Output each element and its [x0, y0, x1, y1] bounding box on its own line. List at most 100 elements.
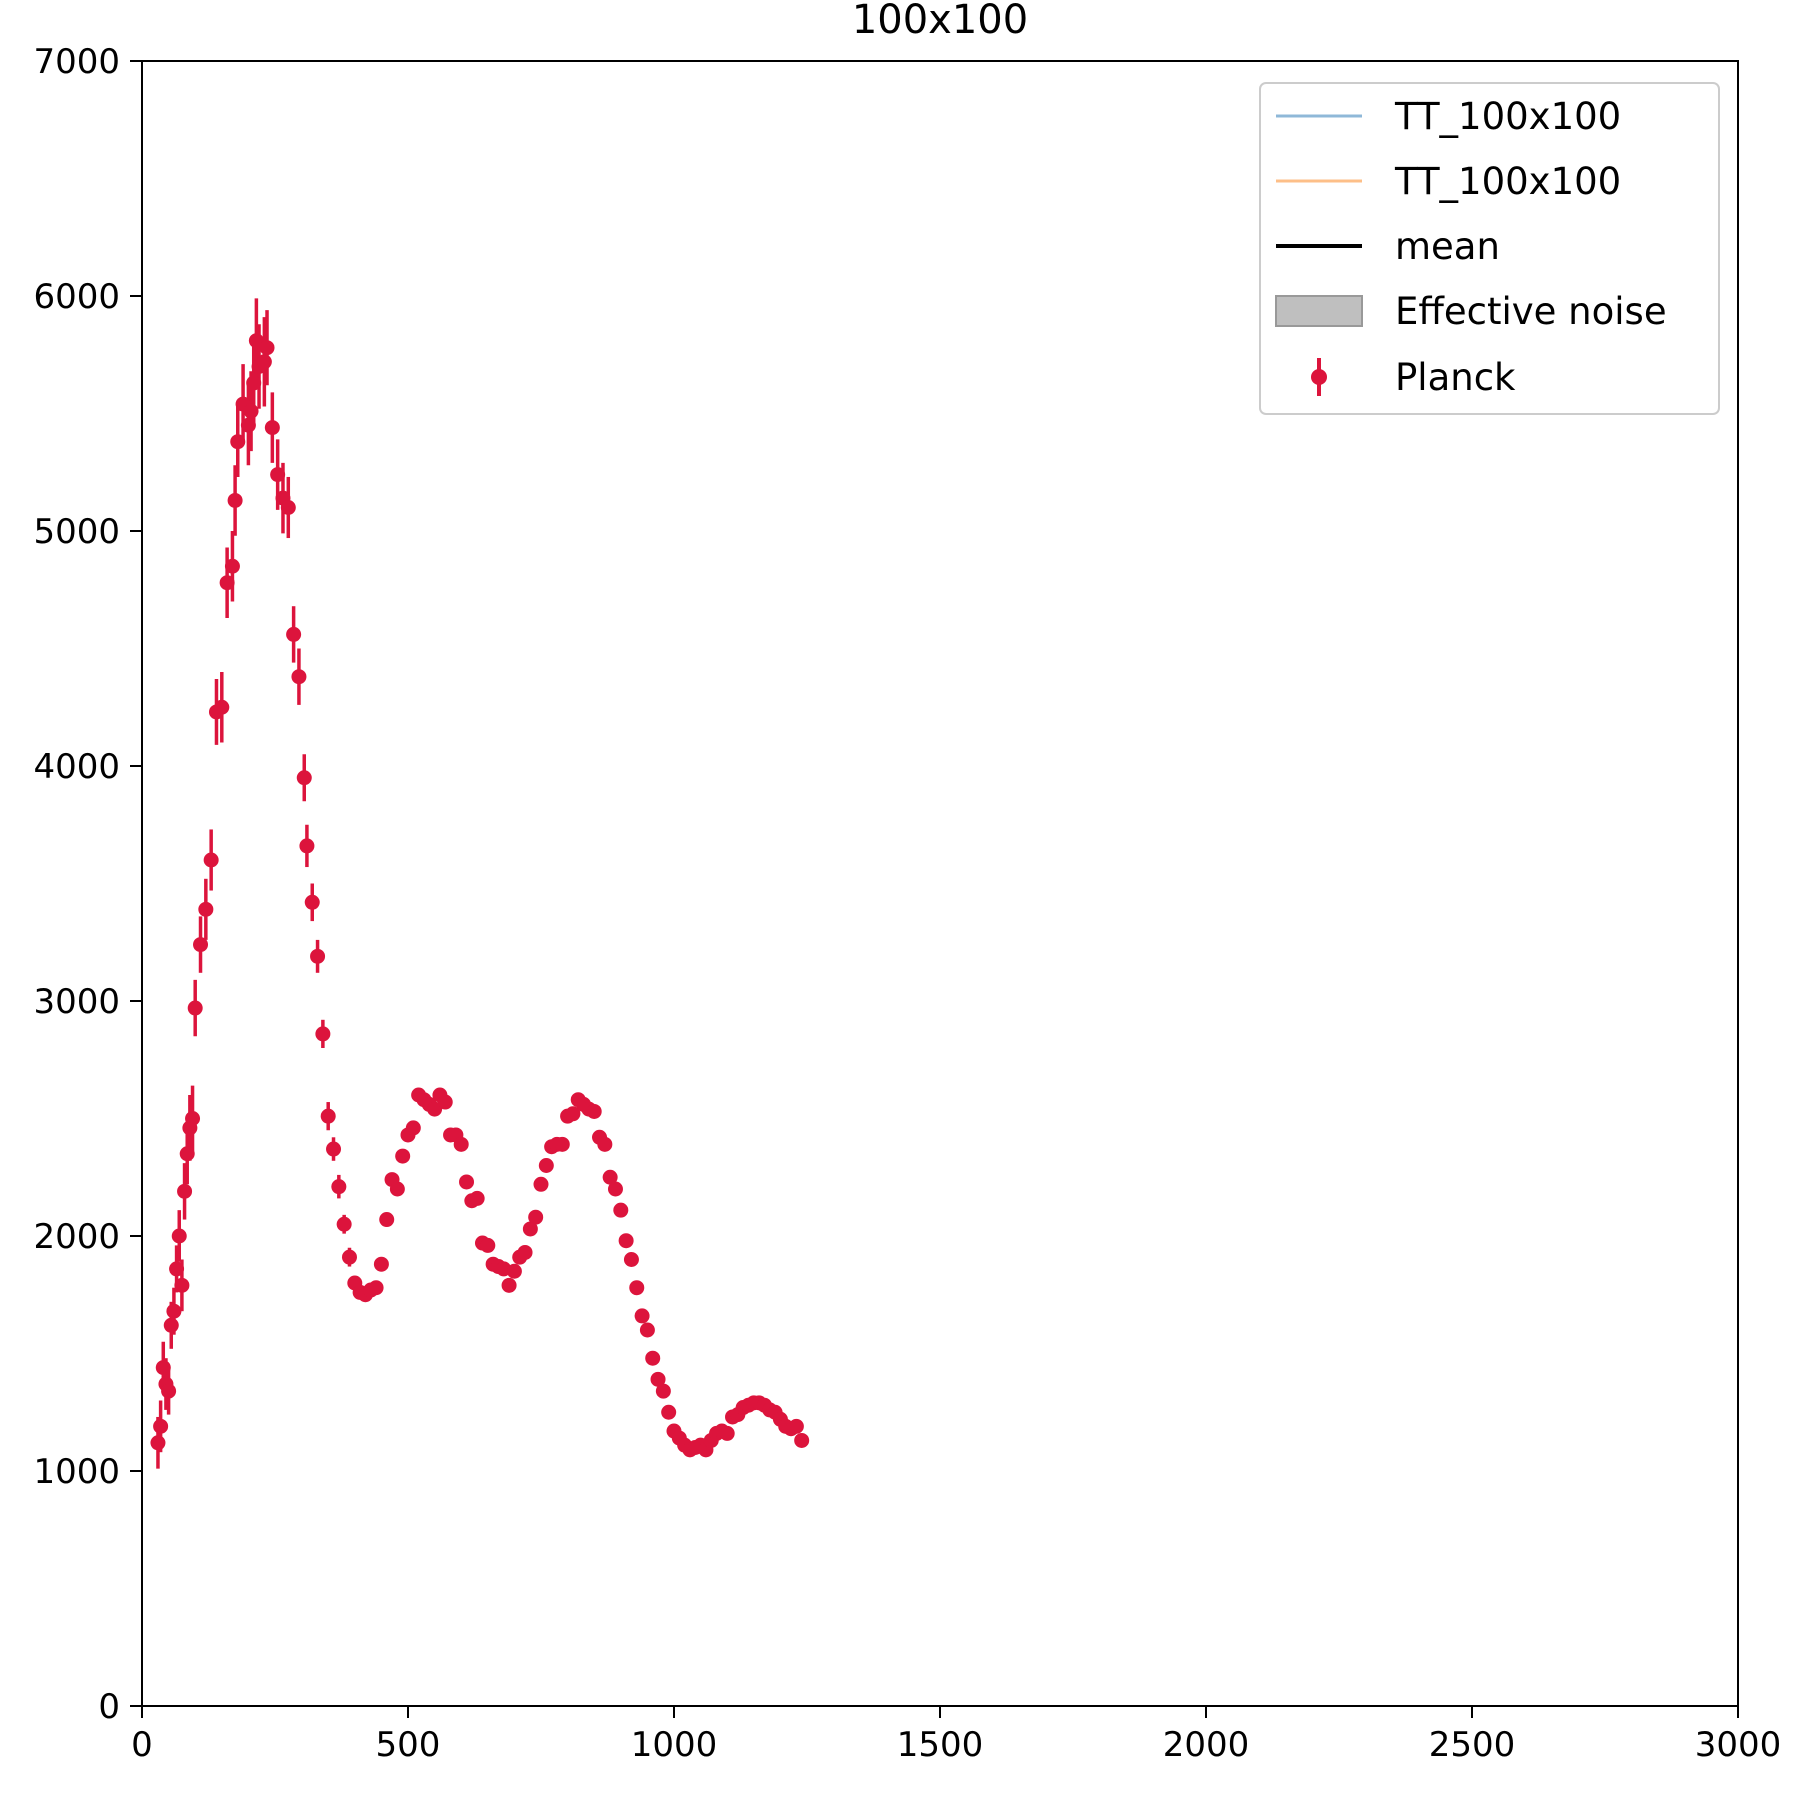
planck-point: [586, 1103, 602, 1119]
planck-point: [193, 937, 209, 953]
planck-point: [291, 669, 307, 685]
legend-swatch-planck-marker: [1311, 369, 1327, 385]
planck-point: [161, 1383, 177, 1399]
planck-point: [794, 1432, 810, 1448]
planck-point: [602, 1169, 618, 1185]
planck-point: [163, 1317, 179, 1333]
y-tick-label: 2000: [33, 1217, 120, 1257]
planck-point: [296, 770, 312, 786]
planck-point: [533, 1176, 549, 1192]
planck-point: [453, 1136, 469, 1152]
x-tick-label: 3000: [1695, 1725, 1782, 1765]
planck-point: [280, 500, 296, 515]
planck-point: [517, 1244, 533, 1260]
planck-point: [655, 1383, 671, 1399]
planck-point: [405, 1120, 421, 1136]
y-tick-label: 4000: [33, 747, 120, 787]
planck-point: [219, 575, 235, 591]
planck-point: [395, 1148, 411, 1164]
y-tick-label: 0: [98, 1687, 120, 1727]
planck-point: [607, 1181, 623, 1197]
x-tick-label: 2000: [1163, 1725, 1250, 1765]
legend-entry-tt-blue: TT_100x100: [1276, 95, 1621, 138]
planck-point: [331, 1179, 347, 1195]
planck-point: [315, 1026, 331, 1042]
x-tick-label: 2500: [1429, 1725, 1516, 1765]
planck-point: [480, 1237, 496, 1253]
planck-point: [645, 1350, 661, 1366]
planck-point: [597, 1136, 613, 1152]
y-tick-label: 7000: [33, 42, 120, 82]
legend-entry-tt-orange: TT_100x100: [1276, 160, 1621, 203]
legend-label-mean: mean: [1395, 225, 1500, 268]
planck-point: [264, 420, 280, 436]
y-tick-label: 3000: [33, 982, 120, 1022]
planck-point: [629, 1280, 645, 1296]
planck-point: [187, 1000, 203, 1016]
planck-point: [256, 354, 272, 370]
planck-point: [379, 1212, 395, 1228]
planck-point: [427, 1101, 443, 1117]
planck-point: [437, 1094, 453, 1110]
planck-point: [336, 1216, 352, 1232]
planck-point: [538, 1158, 554, 1173]
planck-point: [203, 852, 219, 868]
planck-point: [179, 1146, 195, 1162]
legend-box: [1259, 82, 1720, 415]
planck-point: [522, 1221, 538, 1237]
planck-point: [634, 1308, 650, 1324]
planck-point: [528, 1209, 544, 1225]
x-tick-label: 0: [131, 1725, 153, 1765]
planck-point: [565, 1106, 581, 1122]
planck-point: [227, 492, 243, 508]
planck-point: [501, 1277, 517, 1293]
chart-title: 100x100: [852, 0, 1028, 43]
planck-point: [153, 1418, 169, 1434]
planck-point: [155, 1360, 171, 1376]
x-tick-label: 500: [376, 1725, 441, 1765]
planck-point: [661, 1404, 677, 1420]
planck-point: [639, 1322, 655, 1338]
planck-point: [243, 403, 259, 419]
legend-label-effective-noise: Effective noise: [1395, 290, 1667, 333]
y-tick-label: 5000: [33, 512, 120, 552]
planck-point: [224, 558, 240, 574]
planck-point: [618, 1233, 634, 1249]
planck-point: [320, 1108, 336, 1124]
planck-point: [169, 1261, 185, 1277]
x-axis: 0 500 1000 1500 2000 2500 3000: [131, 1706, 1781, 1765]
planck-point: [246, 375, 262, 391]
planck-point: [150, 1435, 166, 1451]
legend-label-planck: Planck: [1395, 356, 1516, 399]
legend-label-tt-blue: TT_100x100: [1394, 95, 1621, 138]
planck-point: [171, 1228, 187, 1244]
planck-point: [286, 626, 302, 642]
planck-point: [198, 901, 214, 917]
planck-point: [650, 1371, 666, 1387]
planck-point: [719, 1425, 735, 1441]
planck-point: [613, 1202, 629, 1218]
planck-point: [177, 1183, 193, 1199]
planck-point: [788, 1418, 804, 1434]
planck-point: [248, 333, 264, 349]
planck-point: [214, 699, 230, 715]
planck-point: [326, 1141, 342, 1157]
planck-point: [554, 1136, 570, 1152]
legend-entry-mean: mean: [1276, 225, 1500, 268]
x-tick-label: 1000: [631, 1725, 718, 1765]
planck-point: [259, 340, 275, 356]
planck-points: [150, 333, 810, 1458]
planck-point: [459, 1174, 475, 1190]
legend-entry-effective-noise: Effective noise: [1275, 290, 1667, 333]
planck-point: [304, 894, 320, 910]
legend-entry-planck: Planck: [1311, 356, 1516, 399]
planck-point: [469, 1190, 485, 1206]
planck-point: [185, 1111, 201, 1126]
x-tick-label: 1500: [897, 1725, 984, 1765]
legend: TT_100x100 TT_100x100 mean Effective noi…: [1259, 82, 1720, 415]
planck-point: [174, 1277, 190, 1293]
planck-point: [166, 1303, 182, 1319]
planck-point: [341, 1249, 357, 1265]
planck-point: [506, 1263, 522, 1279]
